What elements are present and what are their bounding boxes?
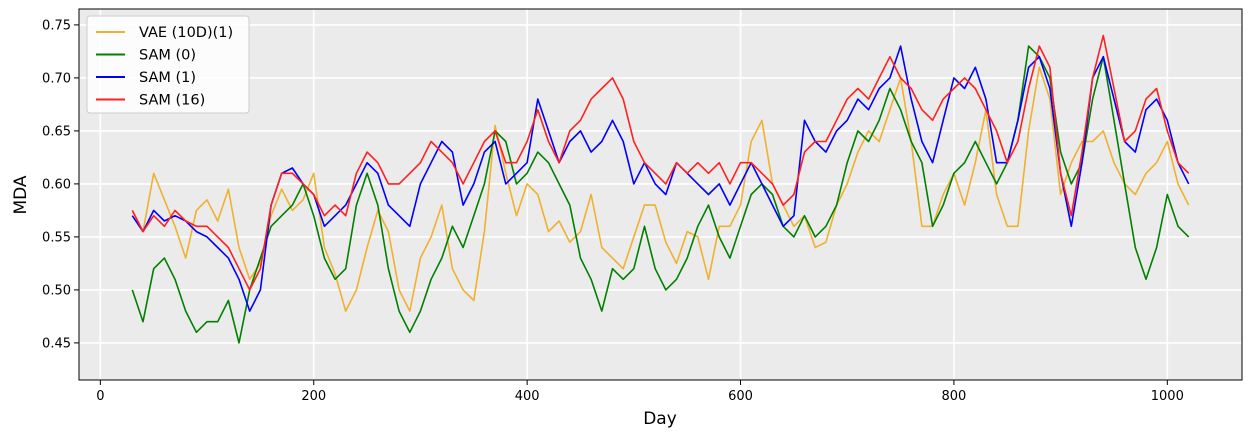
y-tick-label: 0.50 [42, 283, 71, 298]
y-tick-label: 0.55 [42, 230, 71, 245]
y-axis-title: MDA [11, 175, 31, 214]
x-axis-title: Day [643, 409, 677, 429]
y-tick-label: 0.70 [42, 71, 71, 86]
x-tick-label: 800 [942, 389, 967, 404]
legend: VAE (10D)(1) SAM (0) SAM (1) SAM (16) [86, 15, 250, 114]
x-tick-label: 200 [301, 389, 326, 404]
x-tick-label: 0 [96, 389, 104, 404]
legend-box [86, 15, 250, 114]
x-tick-label: 1000 [1151, 389, 1184, 404]
x-tick-label: 600 [728, 389, 753, 404]
y-tick-label: 0.65 [42, 124, 71, 139]
y-tick-label: 0.45 [42, 336, 71, 351]
plot-background [79, 9, 1242, 380]
x-axis-ticks: 0 200 400 600 800 1000 [96, 380, 1184, 404]
plot-frame [78, 8, 1243, 381]
legend-label: VAE (10D)(1) [139, 25, 233, 41]
series-line-0 [131, 66, 1190, 312]
y-tick-label: 0.75 [42, 18, 71, 33]
y-axis-ticks: 0.45 0.50 0.55 0.60 0.65 0.70 0.75 [42, 18, 79, 351]
y-tick-label: 0.60 [42, 177, 71, 192]
series-lines [131, 34, 1190, 344]
x-tick-label: 400 [515, 389, 540, 404]
legend-label: SAM (0) [139, 48, 196, 64]
legend-label: SAM (1) [139, 70, 196, 86]
series-line-3 [131, 34, 1190, 291]
legend-label: SAM (16) [139, 93, 205, 109]
